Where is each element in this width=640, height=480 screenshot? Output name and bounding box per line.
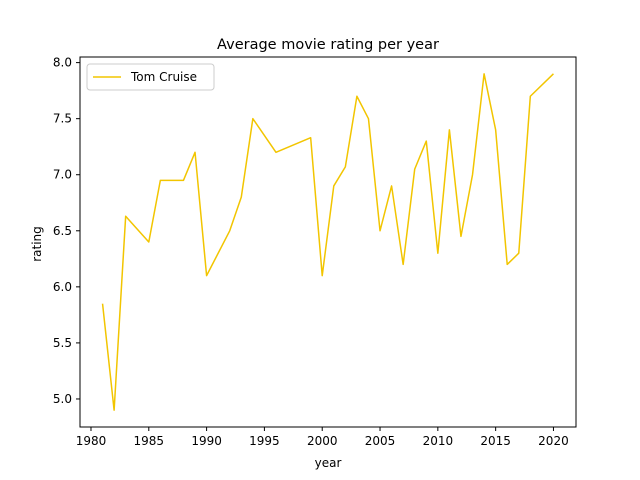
y-tick-label: 7.0 <box>53 168 72 182</box>
plot-area <box>101 73 554 411</box>
y-tick-label: 5.5 <box>53 336 72 350</box>
x-axis-label: year <box>315 456 342 470</box>
x-tick-label: 1985 <box>134 434 165 448</box>
x-tick-label: 2020 <box>538 434 569 448</box>
series-line-0 <box>101 73 554 411</box>
y-tick-label: 6.5 <box>53 224 72 238</box>
y-tick-label: 8.0 <box>53 56 72 70</box>
y-axis-label: rating <box>30 226 44 262</box>
x-tick-label: 2010 <box>423 434 454 448</box>
x-tick-label: 1995 <box>249 434 280 448</box>
x-tick-label: 2000 <box>307 434 338 448</box>
legend: Tom Cruise <box>86 63 215 91</box>
x-axis: 1980 1985 1990 1995 2000 2005 2010 2015 2020 <box>76 427 569 448</box>
x-tick-label: 2015 <box>480 434 511 448</box>
y-tick-label: 5.0 <box>53 392 72 406</box>
chart-title: Average movie rating per year <box>217 37 439 53</box>
x-tick-label: 1990 <box>191 434 222 448</box>
legend-box <box>86 63 215 91</box>
x-tick-label: 1980 <box>76 434 107 448</box>
y-tick-label: 6.0 <box>53 280 72 294</box>
plot-frame <box>79 56 577 428</box>
y-axis: 5.0 5.5 6.0 6.5 7.0 7.5 8.0 <box>53 56 80 406</box>
legend-label: Tom Cruise <box>130 70 197 84</box>
x-tick-label: 2005 <box>365 434 396 448</box>
y-tick-label: 7.5 <box>53 112 72 126</box>
